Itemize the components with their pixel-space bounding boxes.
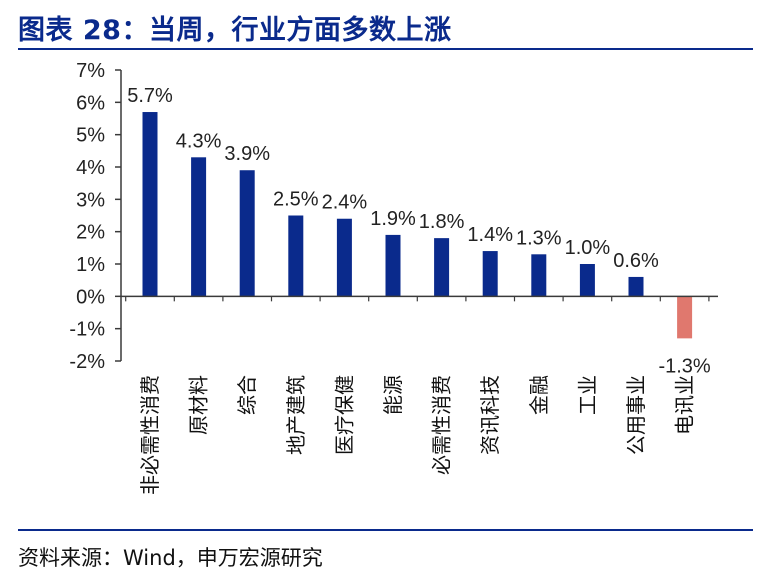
data-label: 1.9% [370,208,416,230]
title-rule [18,48,753,50]
category-labels: 非必需性消费 原材料 综合 地产建筑 医疗保健 能源 必需性消费 资讯科技 金融 工业 公用事业 电讯… [138,375,697,495]
y-tick-label: 1% [76,254,105,276]
y-tick-label: 2% [76,222,105,244]
bar [336,218,352,297]
bar [142,112,158,297]
chart-title: 图表 28：当周，行业方面多数上涨 [18,15,452,46]
bar [482,251,498,297]
y-tick-label: 7% [76,60,105,82]
y-axis: 7% 6% 5% 4% 3% 2% 1% 0% -1% -2% [69,60,122,373]
category-label: 原材料 [187,375,211,435]
source-note: 资料来源：Wind，申万宏源研究 [18,546,323,570]
y-tick-label: 3% [76,189,105,211]
bar [579,264,595,297]
footer-rule [18,529,753,531]
category-label: 综合 [235,375,259,415]
category-label: 电讯业 [673,375,697,435]
data-labels: 5.7% 4.3%3.9% 2.5% 2.4%1.9% 1.8%1.4% 1.3% 1.0%… [127,85,711,377]
data-label: 3.9% [224,143,270,165]
bars [142,112,693,339]
category-label: 非必需性消费 [138,375,162,495]
data-label: 5.7% [127,85,173,107]
y-tick-label: -1% [69,319,105,341]
data-label: 2.4% [322,192,368,214]
bar [385,234,401,297]
bar [677,296,693,339]
category-label: 工业 [575,375,599,415]
category-label: 公用事业 [624,375,648,455]
data-label: 1.0% [565,237,611,259]
data-label: 1.8% [419,211,465,233]
data-label: 4.3% [176,130,222,152]
category-label: 地产建筑 [284,375,308,455]
data-label: 2.5% [273,189,319,211]
data-label: -1.3% [658,355,710,377]
y-tick-label: -2% [69,351,105,373]
bar [434,238,450,297]
bar [288,215,304,297]
y-tick-label: 4% [76,157,105,179]
y-tick-label: 5% [76,125,105,147]
y-tick-label: 0% [76,286,105,308]
category-label: 医疗保健 [332,375,356,455]
data-label: 0.6% [613,250,659,272]
data-label: 1.4% [467,224,513,246]
category-label: 能源 [381,375,405,415]
data-label: 1.3% [516,227,562,249]
category-label: 资讯科技 [478,375,502,455]
bar [531,254,547,297]
y-tick-label: 6% [76,92,105,114]
bar [239,170,255,297]
bar [628,276,644,297]
bar [191,157,207,297]
category-label: 必需性消费 [430,375,454,475]
category-label: 金融 [527,375,551,415]
x-axis [121,295,718,302]
